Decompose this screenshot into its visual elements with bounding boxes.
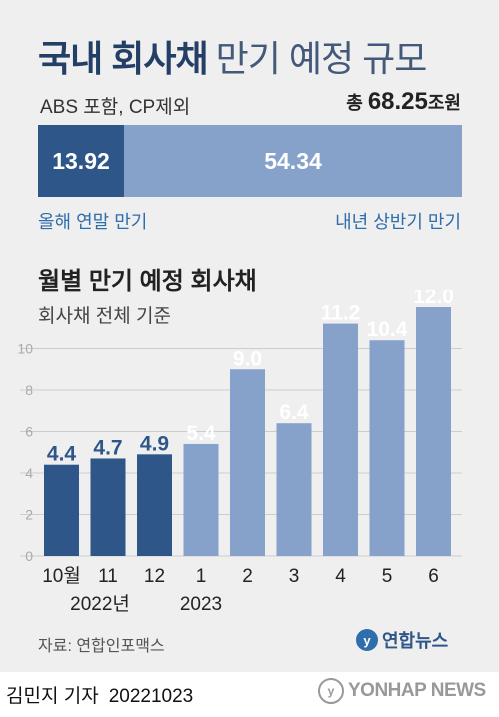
x-tick-label: 5 [382,566,393,587]
bar [230,369,265,556]
watermark-logo-icon: y [318,678,344,704]
bar-value-label: 12.0 [413,290,454,308]
bar [416,307,451,556]
y-tick-label: 0 [25,548,33,564]
x-tick-label: 3 [289,566,300,587]
stacked-segment-next-half: 54.34 [124,125,462,197]
title-light: 만기 예정 규모 [215,38,428,79]
monthly-bar-chart: 0 2 4 6 8 10 4.4 10월 4.7 11 4.9 12 5.4 1 9.0 2 6.4 3 11.2 4… [17,290,462,615]
byline: 김민지 기자 20221023 [6,681,193,708]
total-value: 68.25 [367,88,428,115]
page-title: 국내 회사채 만기 예정 규모 [38,30,428,82]
yonhap-logo: y 연합뉴스 [356,627,448,653]
x-tick-label: 12 [144,566,165,587]
x-tick-label: 10월 [42,565,81,587]
bar-value-label: 4.9 [140,432,169,455]
y-tick-label: 8 [25,382,33,398]
title-bold: 국내 회사채 [38,38,209,79]
bar [137,454,172,556]
x-tick-label: 11 [98,566,118,587]
segment-value: 13.92 [52,147,110,174]
bar [90,458,126,556]
x-tick-label: 6 [428,566,439,587]
y-tick-label: 6 [25,424,33,440]
bar-value-label: 4.7 [93,436,122,459]
bar [44,464,79,556]
subtitle: ABS 포함, CP제외 [40,97,191,118]
bar-value-label: 10.4 [367,318,408,341]
year-label: 2022년 [70,593,130,615]
year-label: 2023 [180,594,222,615]
logo-text: 연합뉴스 [382,631,449,651]
bar-value-label: 5.4 [186,422,216,445]
total-unit: 조원 [427,93,461,113]
bar-value-label: 9.0 [233,347,262,370]
stacked-bar: 13.92 54.34 [38,125,462,197]
chart-title: 월별 만기 예정 회사채 [38,268,257,295]
author: 김민지 기자 [6,686,99,707]
segment-label-next-half: 내년 상반기 만기 [335,212,461,232]
watermark: y YONHAP NEWS [318,678,486,704]
bar [183,443,219,556]
stacked-segment-this-year: 13.92 [38,125,124,197]
publish-date: 20221023 [108,686,194,707]
segment-label-this-year: 올해 연말 만기 [38,212,148,232]
bar-value-label: 6.4 [279,401,309,424]
bar-value-label: 4.4 [47,443,77,466]
x-tick-label: 4 [335,566,346,587]
source-note: 자료: 연합인포맥스 [38,638,165,655]
total-prefix: 총 [346,93,363,113]
y-tick-label: 4 [25,465,33,481]
x-tick-label: 1 [196,566,207,587]
bar-value-label: 11.2 [321,302,361,325]
bar [369,340,405,556]
y-tick-label: 10 [17,341,33,357]
watermark-text: YONHAP NEWS [348,680,486,701]
chart-subtitle: 회사채 전체 기준 [38,306,171,327]
bar [276,423,312,556]
total-amount: 총 68.25조원 [346,88,461,116]
segment-value: 54.34 [264,147,322,174]
y-tick-label: 2 [25,507,33,523]
yonhap-logo-icon: y [356,629,378,651]
x-tick-label: 2 [242,566,253,587]
bar [323,323,358,556]
infographic-card: 국내 회사채 만기 예정 규모 ABS 포함, CP제외 총 68.25조원 13… [0,0,499,672]
